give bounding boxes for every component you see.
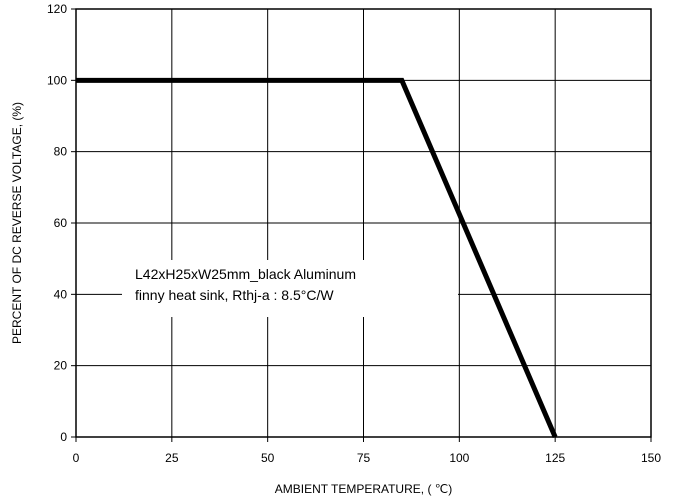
x-tick-label: 75 [357, 451, 371, 465]
x-tick-label: 0 [73, 451, 80, 465]
derating-curve-0 [76, 77, 558, 438]
y-tick-label: 100 [47, 73, 67, 87]
annotation-box: L42xH25xW25mm_black Aluminum finny heat … [122, 260, 458, 317]
y-tick-label: 80 [54, 145, 68, 159]
annotation-background [122, 260, 458, 317]
series-layer [76, 77, 558, 438]
x-axis-label: AMBIENT TEMPERATURE, ( ℃) [275, 482, 453, 496]
annotation-line-2: finny heat sink, Rthj-a : 8.5°C/W [135, 287, 334, 303]
x-axis-ticks: 0 25 50 75 100 125 150 [73, 437, 661, 465]
y-tick-label: 40 [54, 287, 68, 301]
y-axis-label: PERCENT OF DC REVERSE VOLTAGE, (%) [10, 102, 24, 344]
y-tick-label: 20 [54, 359, 68, 373]
y-tick-label: 0 [60, 430, 67, 444]
x-tick-label: 25 [165, 451, 179, 465]
x-tick-label: 150 [641, 451, 661, 465]
x-tick-label: 125 [545, 451, 565, 465]
y-axis-ticks: 0 20 40 60 80 100 120 [47, 2, 76, 444]
annotation-line-1: L42xH25xW25mm_black Aluminum [135, 266, 356, 282]
y-tick-label: 120 [47, 2, 67, 16]
y-tick-label: 60 [54, 216, 68, 230]
x-tick-label: 50 [261, 451, 275, 465]
x-tick-label: 100 [449, 451, 469, 465]
